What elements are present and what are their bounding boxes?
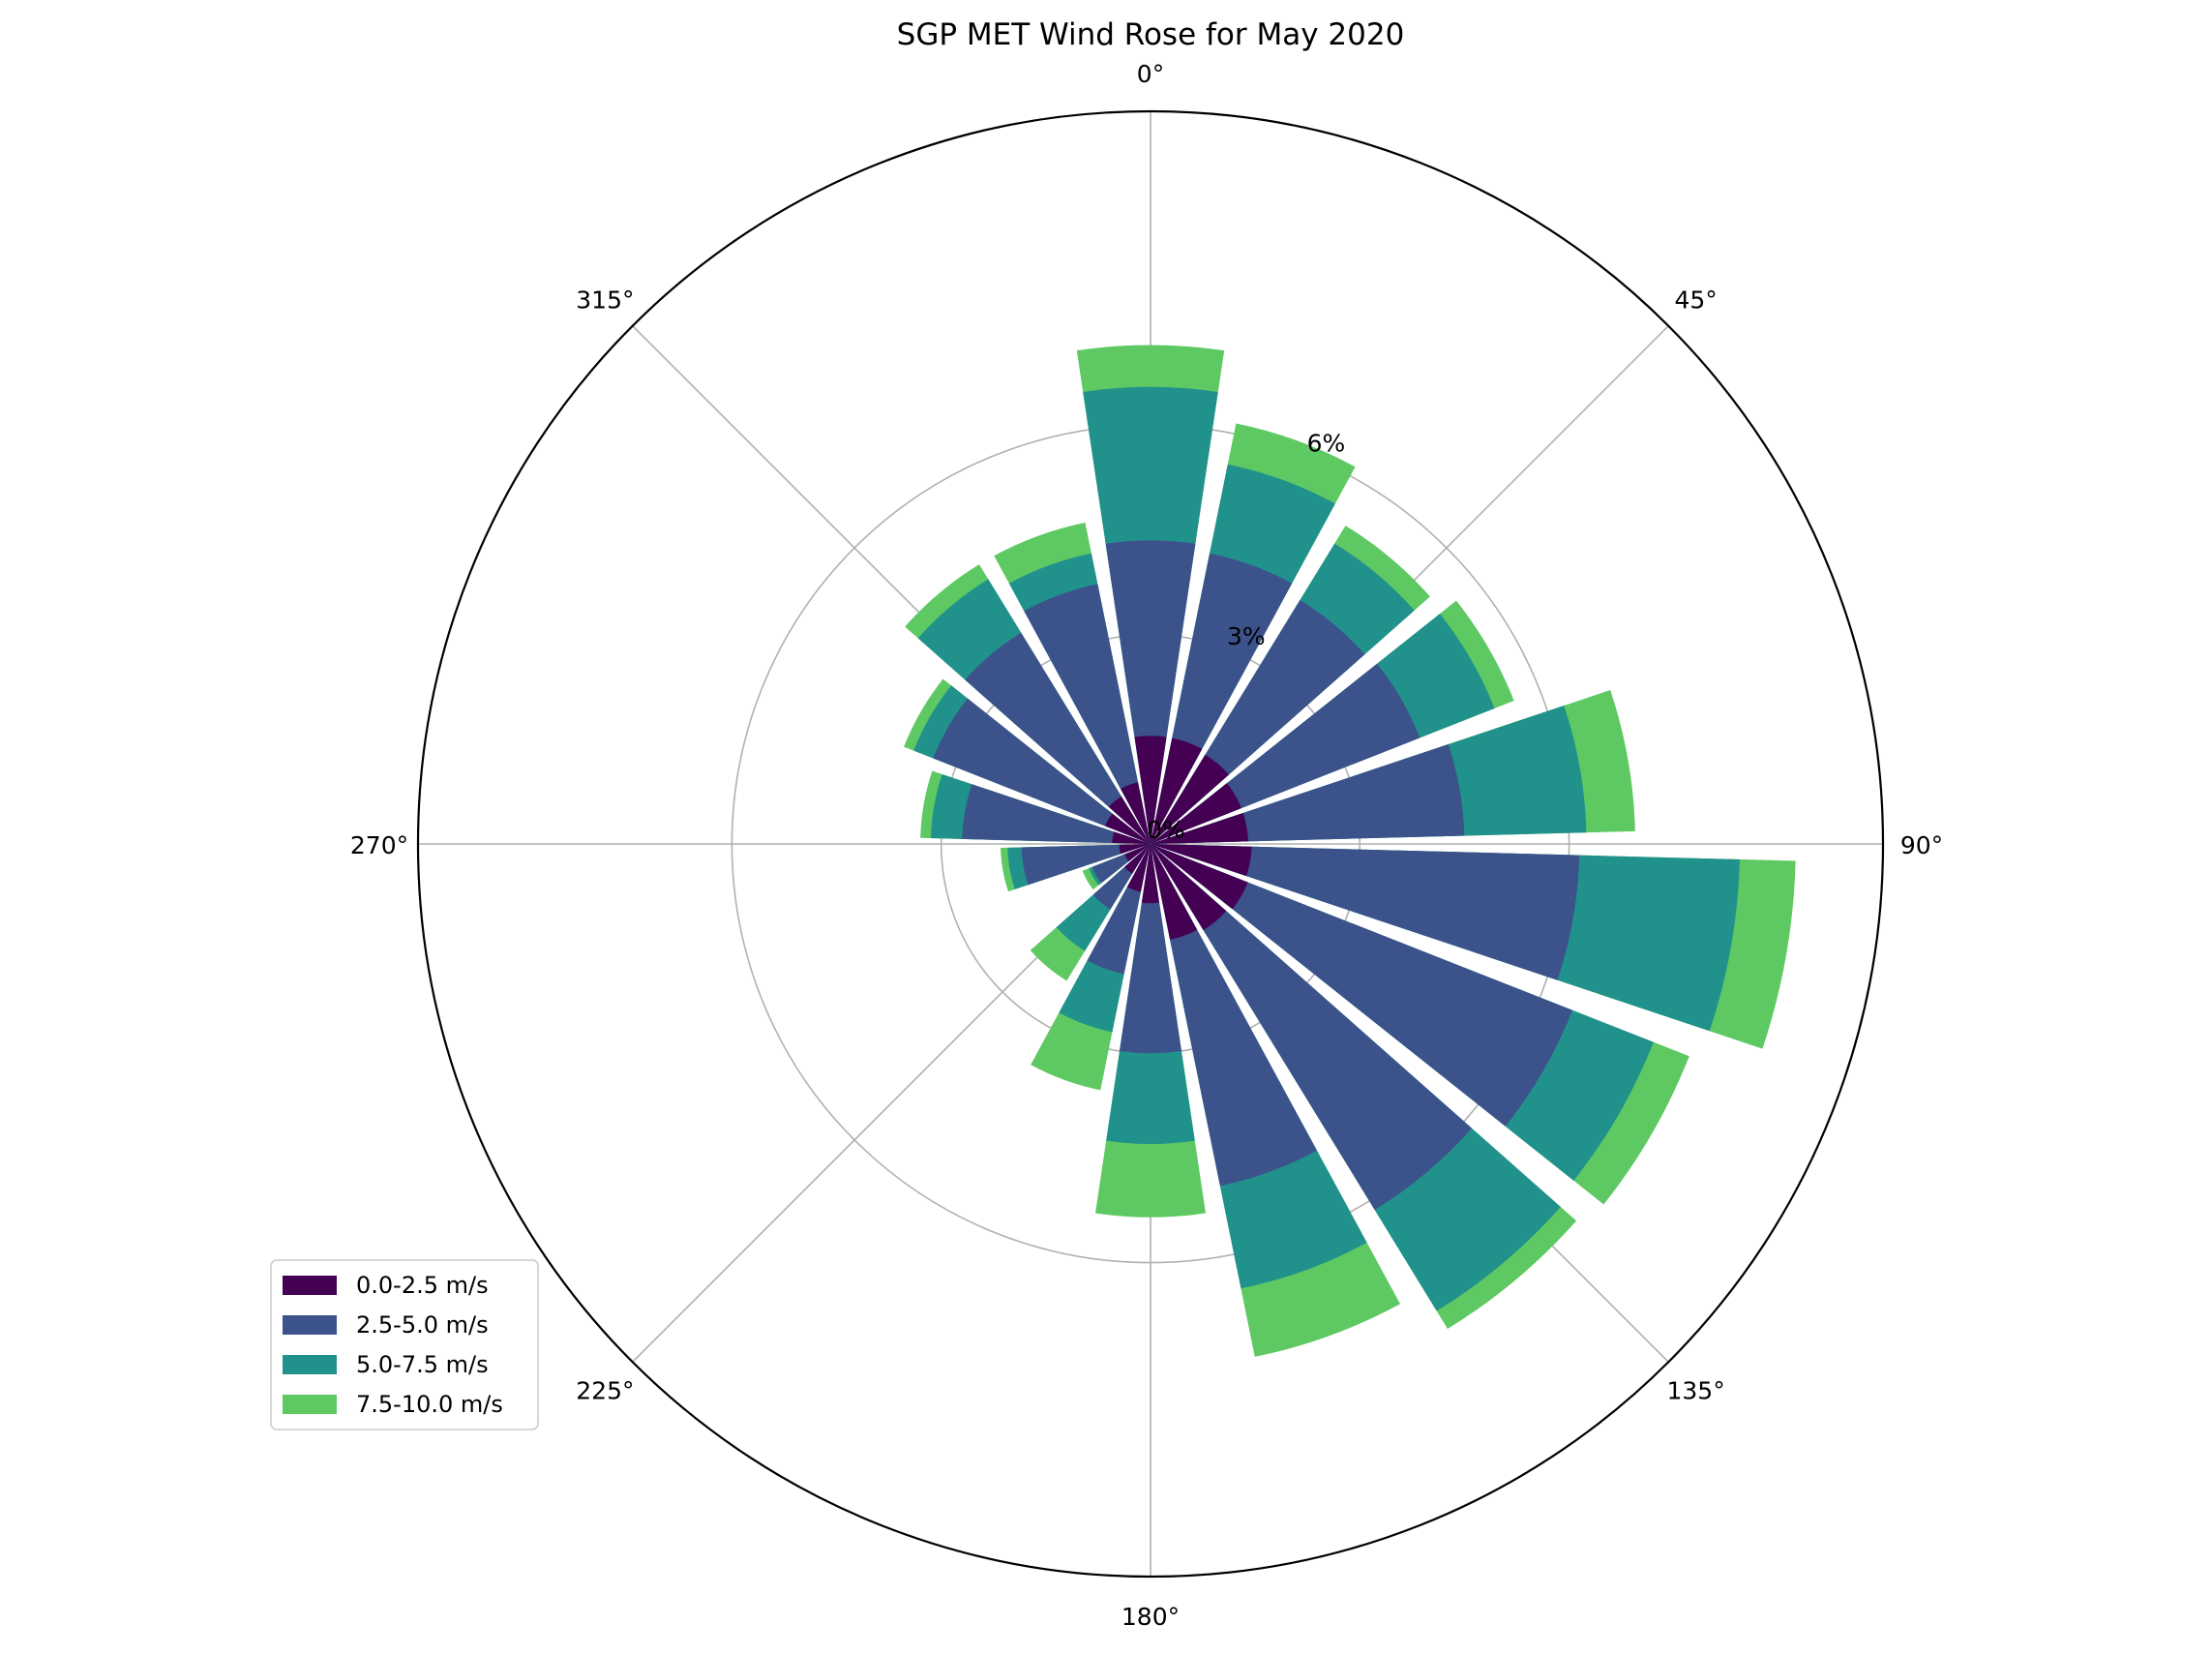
wind-rose-bars xyxy=(904,345,1796,1357)
bar-segment xyxy=(1105,540,1196,844)
bar-segment xyxy=(1151,844,1473,1211)
bar-segment xyxy=(1151,737,1203,844)
bar-segment xyxy=(1021,844,1151,886)
legend-swatch xyxy=(283,1276,337,1295)
direction-tick-label: 270° xyxy=(350,831,408,859)
radial-tick-label: 3% xyxy=(1227,622,1266,650)
bar-segment xyxy=(1151,844,1573,1127)
bar-segment xyxy=(1119,844,1151,855)
legend-label: 2.5-5.0 m/s xyxy=(356,1311,489,1339)
bar-segment xyxy=(1124,844,1151,874)
bar-segment xyxy=(1141,844,1160,904)
direction-tick-label: 90° xyxy=(1900,831,1943,859)
radial-tick-label: 6% xyxy=(1307,429,1346,457)
polar-frame xyxy=(416,109,1885,1579)
bar-segment xyxy=(1112,831,1151,844)
legend-label: 5.0-7.5 m/s xyxy=(356,1351,489,1378)
legend-label: 0.0-2.5 m/s xyxy=(356,1272,489,1299)
direction-tick-label: 180° xyxy=(1121,1603,1180,1631)
bar-segment xyxy=(1124,844,1151,861)
legend: 0.0-2.5 m/s 2.5-5.0 m/s 5.0-7.5 m/s 7.5-10.… xyxy=(270,1259,539,1430)
bar-segment xyxy=(1151,844,1580,980)
legend-frame xyxy=(270,1259,539,1430)
bar-segment xyxy=(965,632,1151,844)
bar-segment xyxy=(1120,844,1181,1054)
bar-segment xyxy=(1126,844,1151,892)
bar-segment xyxy=(1151,844,1227,931)
bar-segment xyxy=(1134,736,1167,844)
bar-segment xyxy=(1105,813,1151,844)
chart-title: SGP MET Wind Rose for May 2020 xyxy=(897,17,1405,52)
direction-tick-label: 45° xyxy=(1674,286,1717,314)
direction-tick-label: 225° xyxy=(576,1377,634,1405)
legend-swatch xyxy=(283,1315,337,1335)
bar-segment xyxy=(1121,782,1151,844)
direction-tick-label: 315° xyxy=(576,286,634,314)
legend-label: 7.5-10.0 m/s xyxy=(356,1391,503,1418)
direction-tick-label: 0° xyxy=(1137,60,1164,88)
bar-segment xyxy=(1151,844,1248,910)
bar-segment xyxy=(1151,844,1252,877)
direction-tick-label: 135° xyxy=(1666,1377,1724,1405)
bar-segment xyxy=(1151,783,1241,844)
bar-segment xyxy=(1151,844,1198,940)
legend-swatch xyxy=(283,1395,337,1414)
bar-segment xyxy=(962,784,1151,844)
tick-labels: 0° 45° 90° 135° 180° 225° 270° 315° 0% 3% 6% xyxy=(350,60,1943,1631)
radial-tick-label: 0% xyxy=(1147,816,1185,844)
legend-swatch xyxy=(283,1355,337,1374)
bar-segment xyxy=(1024,584,1151,844)
bar-segment xyxy=(1108,796,1151,844)
bar-segment xyxy=(1151,812,1248,844)
bar-segment xyxy=(933,698,1151,844)
bar-segment xyxy=(1151,754,1229,844)
